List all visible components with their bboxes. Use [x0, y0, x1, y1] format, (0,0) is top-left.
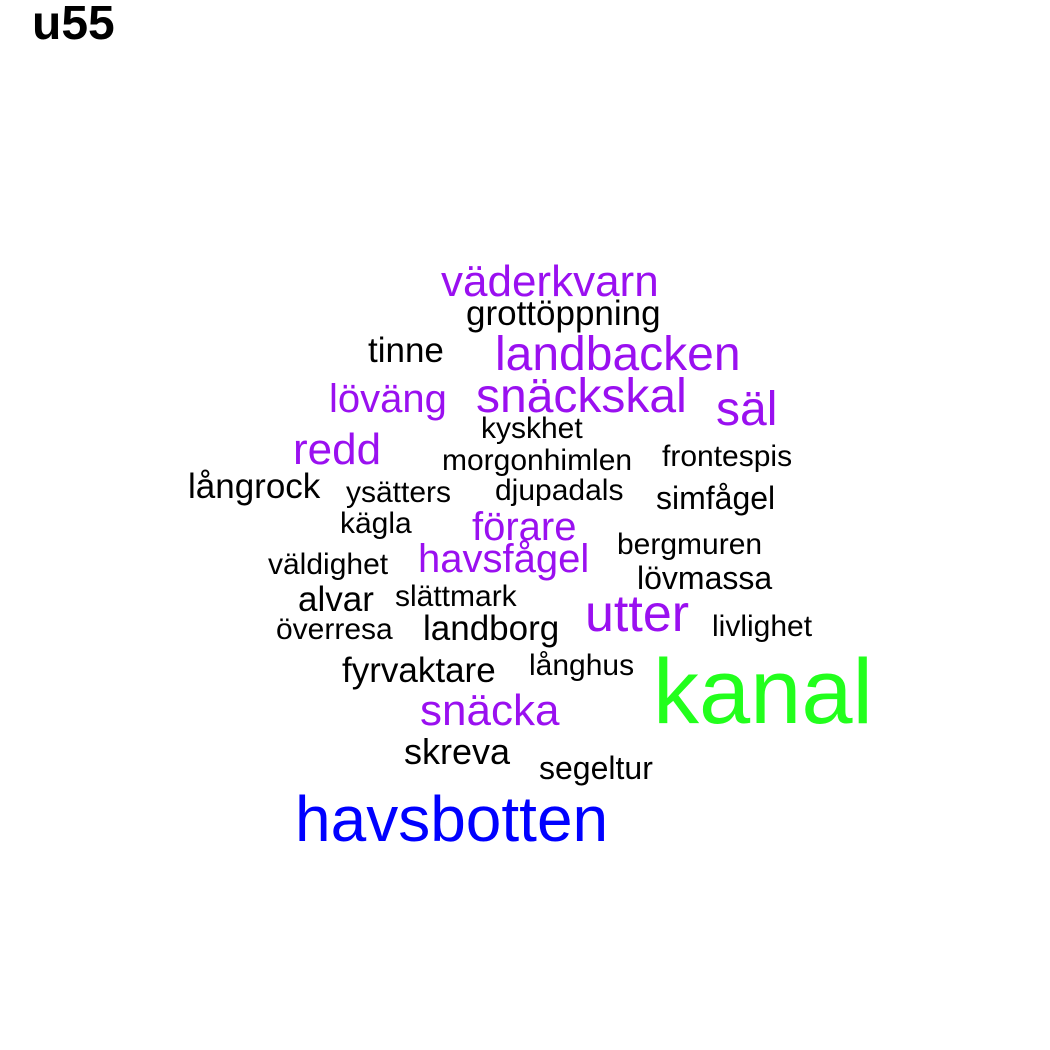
word-cloud-word: snäckskal [476, 370, 687, 423]
word-cloud-word: havsbotten [295, 783, 609, 855]
word-cloud-word: segeltur [539, 750, 653, 786]
word-cloud-word: ysätters [346, 476, 452, 509]
word-cloud-word: snäcka [420, 686, 560, 735]
word-cloud-word: skreva [404, 731, 511, 772]
word-cloud-word: väderkvarn [441, 257, 659, 306]
word-cloud-word: livlighet [712, 610, 813, 643]
word-cloud-word: morgonhimlen [442, 444, 633, 477]
word-cloud-word: djupadals [495, 474, 624, 507]
word-cloud-word: bergmuren [617, 528, 763, 561]
word-cloud-word: kanal [653, 641, 873, 743]
word-cloud-word: väldighet [268, 548, 389, 581]
word-cloud-word: havsfågel [418, 537, 590, 581]
word-cloud-word: löväng [329, 377, 447, 421]
word-cloud-word: landborg [423, 609, 560, 648]
word-cloud-word: fyrvaktare [342, 651, 496, 690]
word-cloud-word: slättmark [395, 580, 517, 613]
word-cloud-word: utter [585, 585, 690, 643]
word-cloud-word: alvar [298, 580, 374, 619]
word-cloud-word: säl [716, 383, 778, 436]
word-cloud-word: redd [293, 425, 382, 474]
word-cloud-word: landbacken [495, 328, 741, 381]
word-cloud-word: långhus [529, 649, 635, 682]
word-cloud-word: kägla [340, 507, 412, 540]
word-cloud-word: lövmassa [637, 560, 773, 596]
word-cloud-word: tinne [368, 331, 444, 370]
chart-title: u55 [32, 0, 115, 50]
word-cloud-word: förare [472, 505, 577, 549]
word-cloud-word: grottöppning [466, 294, 661, 333]
word-cloud-word: simfågel [656, 480, 776, 516]
word-cloud-word: frontespis [662, 440, 793, 473]
word-cloud-word: långrock [188, 467, 321, 506]
word-cloud-word: överresa [276, 613, 393, 646]
word-cloud-word: kyskhet [481, 412, 583, 445]
